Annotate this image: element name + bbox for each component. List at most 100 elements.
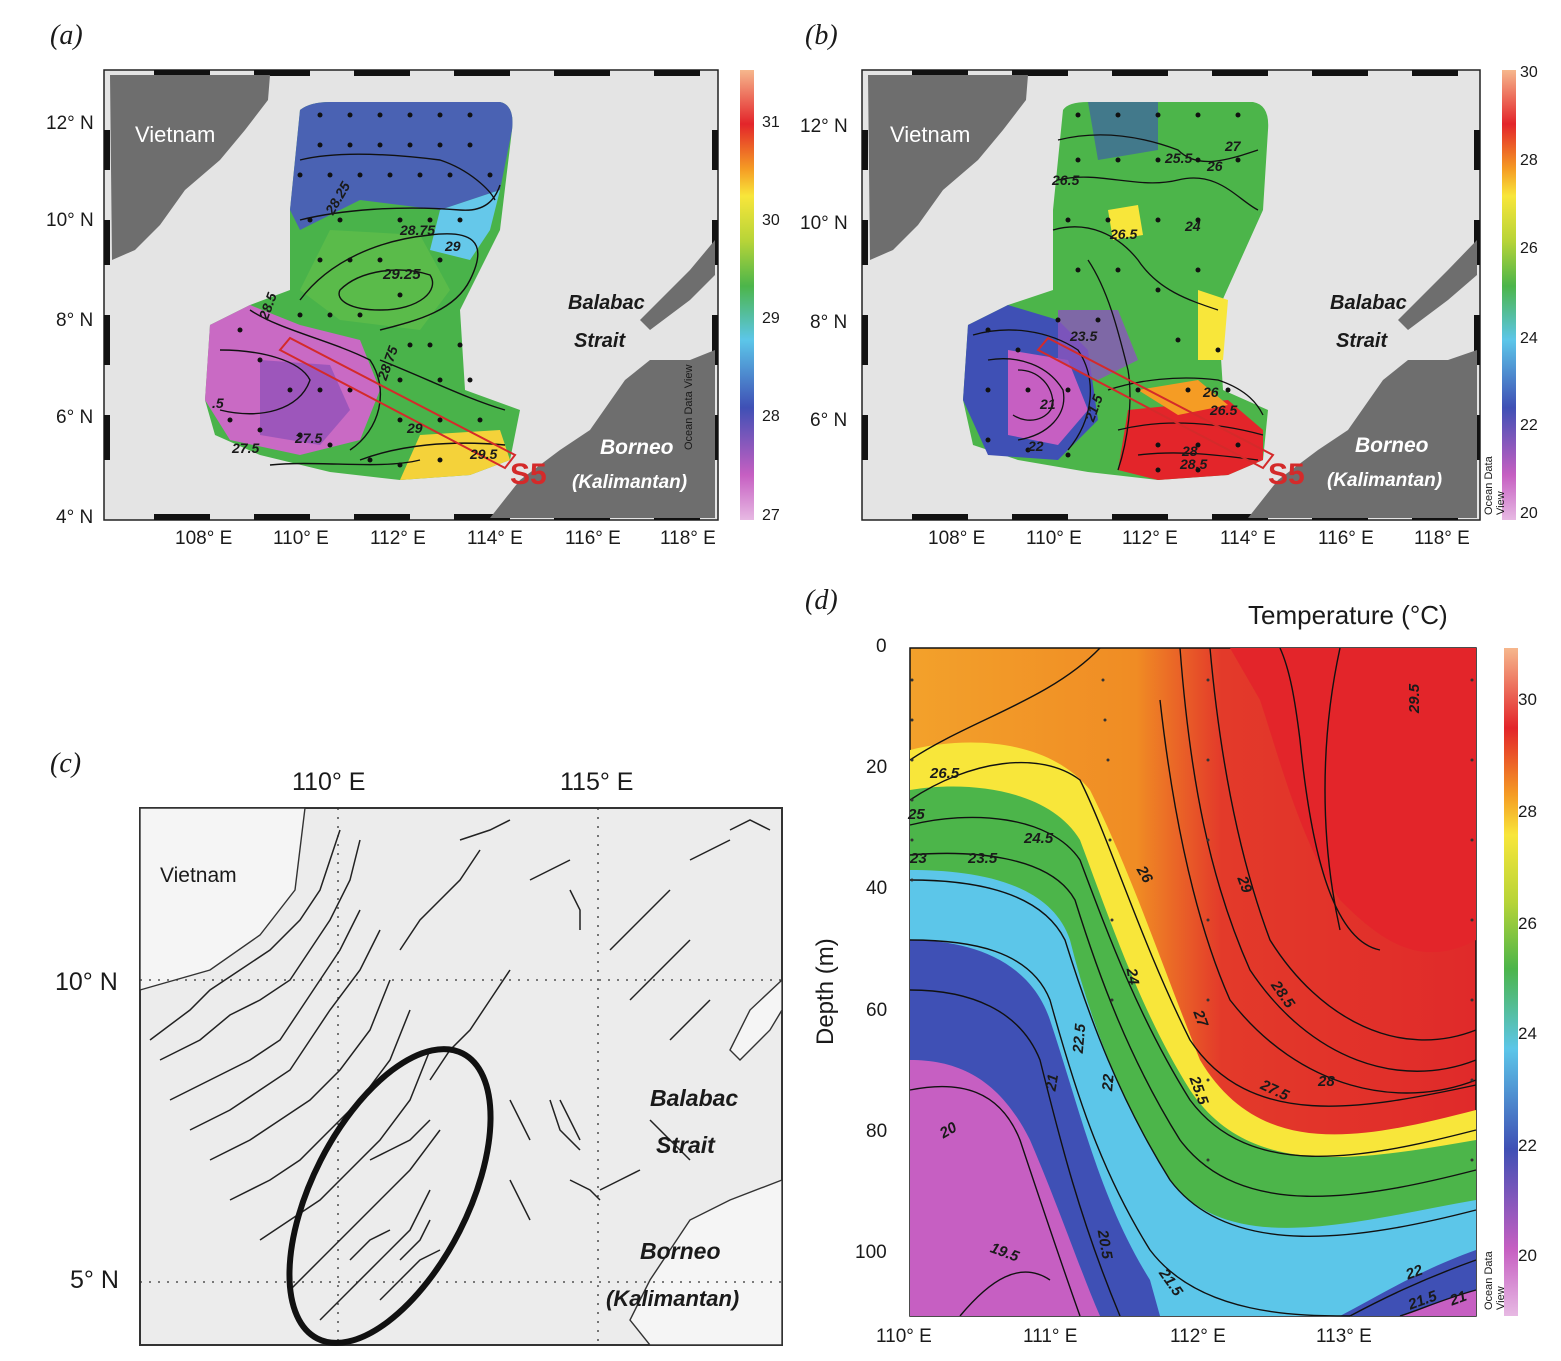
d-contour-label: 28 bbox=[1318, 1073, 1335, 1090]
b-cbar-24: 24 bbox=[1520, 330, 1538, 347]
d-contour-label: 22.5 bbox=[1069, 1023, 1090, 1054]
d-contour-label: 21 bbox=[1042, 1072, 1063, 1093]
d-contour-label: 29.5 bbox=[1406, 683, 1424, 714]
b-contour-label: 26.5 bbox=[1110, 226, 1138, 242]
panel-a-letter: (a) bbox=[50, 20, 83, 51]
d-cbar-20: 20 bbox=[1518, 1246, 1537, 1265]
b-place-borneo: Borneo bbox=[1355, 434, 1429, 457]
d-cbar-22: 22 bbox=[1518, 1136, 1537, 1155]
b-contour-label: 21 bbox=[1040, 396, 1056, 412]
a-lon-114: 114° E bbox=[467, 528, 523, 549]
b-lon-110: 110° E bbox=[1026, 528, 1082, 549]
d-lon-113: 113° E bbox=[1316, 1326, 1372, 1347]
d-depth-60: 60 bbox=[866, 1000, 888, 1021]
a-cbar-29: 29 bbox=[762, 310, 780, 327]
a-contour-label: 27.5 bbox=[232, 440, 260, 456]
b-cbar-20: 20 bbox=[1520, 505, 1538, 522]
panel-a-map bbox=[103, 69, 754, 521]
c-lat-10: 10° N bbox=[55, 968, 118, 996]
a-place-strait: Strait bbox=[574, 330, 626, 352]
b-place-balabac: Balabac bbox=[1330, 292, 1407, 314]
b-lon-116: 116° E bbox=[1318, 528, 1374, 549]
d-depth-80: 80 bbox=[866, 1121, 888, 1142]
b-lat-12: 12° N bbox=[800, 116, 848, 137]
d-stations bbox=[910, 678, 1474, 1162]
panel-c-letter: (c) bbox=[50, 748, 82, 779]
a-lat-8: 8° N bbox=[56, 310, 94, 331]
b-contour-label: 28 bbox=[1182, 443, 1198, 459]
a-watermark: Ocean Data View bbox=[683, 364, 695, 450]
a-section-label: S5 bbox=[510, 458, 547, 491]
c-place-borneo: Borneo bbox=[640, 1238, 721, 1264]
b-contour-label: 24 bbox=[1185, 218, 1201, 234]
b-contour-label: 27 bbox=[1225, 138, 1241, 154]
a-place-borneo: Borneo bbox=[600, 436, 674, 459]
b-contour-label: 26 bbox=[1207, 158, 1223, 174]
b-contour-label: 22 bbox=[1028, 438, 1044, 454]
c-place-balabac: Balabac bbox=[650, 1085, 739, 1111]
d-lon-111: 111° E bbox=[1023, 1326, 1078, 1347]
b-place-strait: Strait bbox=[1336, 330, 1388, 352]
d-contour-label: 22 bbox=[1099, 1073, 1118, 1092]
stations bbox=[227, 112, 493, 468]
b-cbar-26: 26 bbox=[1520, 240, 1538, 257]
d-contour-label: 23.5 bbox=[968, 850, 998, 867]
d-depth-20: 20 bbox=[866, 757, 888, 778]
c-place-vietnam: Vietnam bbox=[160, 864, 237, 887]
highlight-ellipse bbox=[286, 1046, 494, 1346]
a-contour-label: 28.75 bbox=[400, 222, 436, 238]
a-place-balabac: Balabac bbox=[568, 292, 645, 314]
panel-b-letter: (b) bbox=[805, 20, 838, 51]
b-cbar-30: 30 bbox=[1520, 64, 1538, 81]
c-lon-115: 115° E bbox=[560, 768, 634, 796]
a-contour-label: 29.5 bbox=[470, 446, 498, 462]
d-contour-label: 25 bbox=[908, 806, 925, 823]
a-contour-label: 27.5 bbox=[295, 430, 323, 446]
d-contour-label: 24 bbox=[1122, 966, 1143, 987]
a-cbar-27: 27 bbox=[762, 507, 780, 524]
b-contour-label: 25.5 bbox=[1165, 150, 1193, 166]
a-lon-110: 110° E bbox=[273, 528, 329, 549]
b-lat-8: 8° N bbox=[810, 312, 848, 333]
d-title: Temperature (°C) bbox=[1248, 600, 1448, 630]
b-contour-label: 26.5 bbox=[1210, 402, 1238, 418]
d-cbar-28: 28 bbox=[1518, 802, 1537, 821]
land-vietnam bbox=[110, 75, 270, 260]
b-contour-label: 28.5 bbox=[1180, 456, 1208, 472]
d-lon-112: 112° E bbox=[1170, 1326, 1226, 1347]
d-lon-110: 110° E bbox=[876, 1326, 932, 1347]
b-contour-label: 26 bbox=[1203, 384, 1219, 400]
b-lon-118: 118° E bbox=[1414, 528, 1470, 549]
a-lon-112: 112° E bbox=[370, 528, 426, 549]
a-lat-4: 4° N bbox=[56, 507, 94, 528]
d-contour-label: 24.5 bbox=[1024, 830, 1054, 847]
b-lon-108: 108° E bbox=[928, 528, 986, 549]
a-place-kalimantan: (Kalimantan) bbox=[572, 472, 688, 493]
a-contour-label: .5 bbox=[212, 395, 224, 411]
a-lat-6: 6° N bbox=[56, 407, 94, 428]
a-cbar-28: 28 bbox=[762, 408, 780, 425]
c-place-strait: Strait bbox=[656, 1132, 715, 1158]
d-watermark: Ocean Data View bbox=[1483, 1251, 1507, 1310]
d-depth-0: 0 bbox=[876, 636, 887, 657]
panel-b-map bbox=[861, 69, 1516, 521]
land-palawan bbox=[640, 240, 715, 330]
a-lat-12: 12° N bbox=[46, 113, 94, 134]
c-lat-5: 5° N bbox=[70, 1266, 119, 1294]
a-contour-label: 29 bbox=[407, 420, 423, 436]
b-section-label: S5 bbox=[1268, 458, 1305, 491]
b-contour-label: 26.5 bbox=[1052, 172, 1080, 188]
colorbar bbox=[740, 70, 754, 520]
b-lon-114: 114° E bbox=[1220, 528, 1276, 549]
b-place-vietnam: Vietnam bbox=[890, 122, 971, 147]
b-lon-112: 112° E bbox=[1122, 528, 1178, 549]
panel-d-section bbox=[909, 647, 1518, 1317]
b-lat-10: 10° N bbox=[800, 213, 848, 234]
panel-c-map bbox=[139, 807, 783, 1346]
b-lat-6: 6° N bbox=[810, 410, 848, 431]
a-place-vietnam: Vietnam bbox=[135, 122, 216, 147]
land-borneo bbox=[490, 350, 715, 518]
a-contour-label: 29.25 bbox=[383, 266, 421, 283]
d-depth-100: 100 bbox=[855, 1242, 887, 1263]
d-cbar-24: 24 bbox=[1518, 1024, 1537, 1043]
